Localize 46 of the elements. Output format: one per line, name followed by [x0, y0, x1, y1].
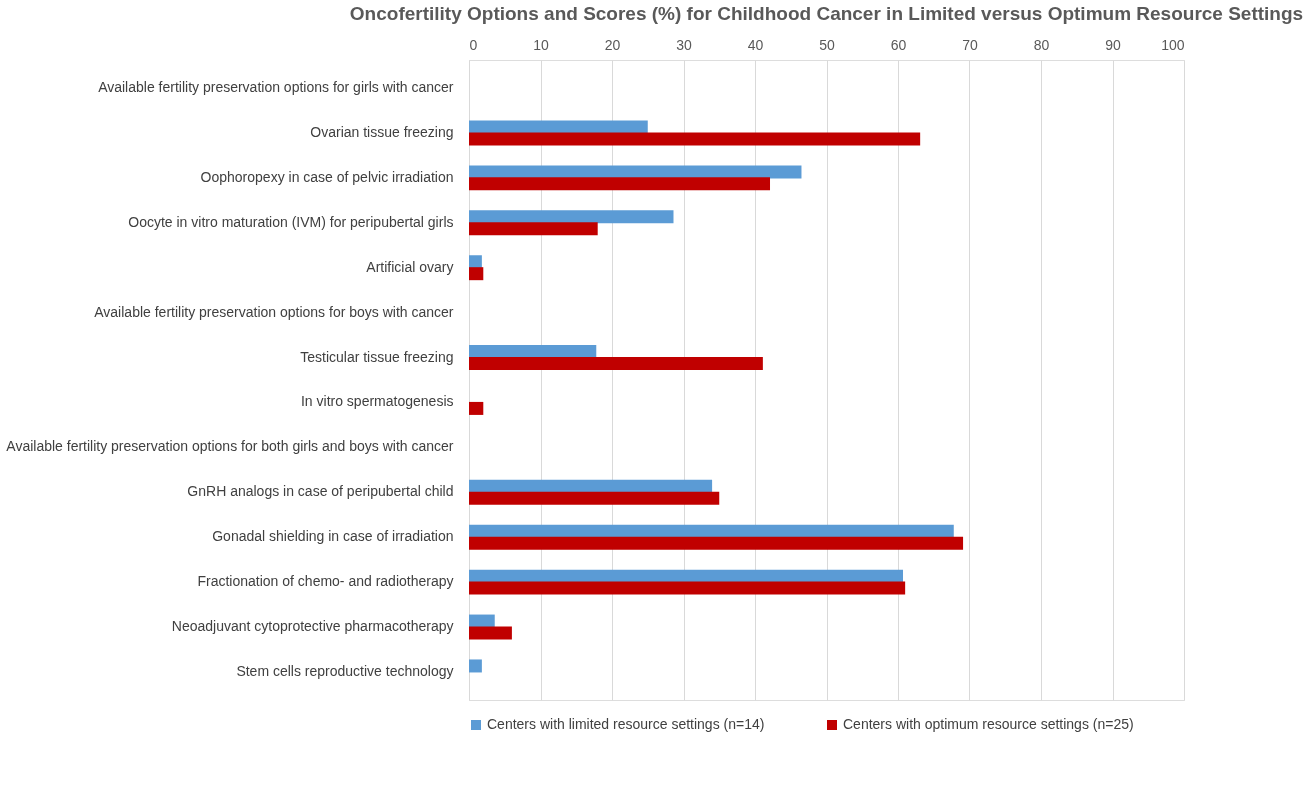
- bar: [469, 569, 904, 583]
- y-tick-label: In vitro spermatogenesis: [300, 393, 454, 410]
- bar: [469, 357, 763, 371]
- bar: [469, 165, 802, 179]
- bar: [469, 222, 598, 236]
- bar: [469, 626, 512, 640]
- bar: [469, 536, 964, 550]
- y-tick-label: Available fertility preservation options for girls with cancer: [98, 79, 454, 96]
- bar: [469, 345, 597, 359]
- x-tick-label: 50: [819, 36, 835, 53]
- bar: [469, 401, 484, 415]
- y-tick-label: Artificial ovary: [366, 258, 454, 275]
- x-tick-label: 100: [1161, 36, 1185, 53]
- x-tick-label: 60: [890, 36, 907, 53]
- x-tick-label: 0: [469, 36, 478, 53]
- legend-label: Centers with optimum resource settings (n=25): [843, 716, 1134, 732]
- bar: [469, 581, 906, 595]
- bar: [469, 659, 482, 673]
- x-tick-label: 80: [1033, 36, 1050, 53]
- y-tick-label: Gonadal shielding in case of irradiation: [212, 528, 454, 545]
- y-tick-label: Stem cells reproductive technology: [236, 662, 454, 679]
- x-tick-label: 20: [604, 36, 621, 53]
- y-tick-label: Neoadjuvant cytoprotective pharmacotherapy: [171, 618, 454, 635]
- y-tick-label: Testicular tissue freezing: [300, 348, 454, 365]
- bar: [469, 210, 674, 224]
- y-tick-label: Oophoropexy in case of pelvic irradiation: [200, 168, 454, 185]
- y-tick-label: Ovarian tissue freezing: [310, 123, 454, 140]
- chart-title: Oncofertility Options and Scores (%) for Childhood Cancer in Limited versus Optimum Resource Settings: [349, 3, 1304, 24]
- bar: [469, 267, 484, 281]
- y-tick-label: GnRH analogs in case of peripubertal child: [187, 483, 454, 500]
- legend-label: Centers with limited resource settings (n=14): [487, 716, 765, 732]
- bar: [469, 132, 921, 146]
- x-tick-label: 70: [962, 36, 978, 53]
- x-tick-label: 10: [533, 36, 549, 53]
- bar: [469, 177, 771, 191]
- x-tick-label: 40: [747, 36, 764, 53]
- x-tick-label: 90: [1105, 36, 1121, 53]
- y-tick-label: Available fertility preservation options for boys with cancer: [94, 303, 454, 320]
- x-tick-label: 30: [676, 36, 692, 53]
- bar: [469, 524, 954, 538]
- bar: [469, 479, 713, 493]
- bar: [469, 491, 720, 505]
- y-tick-label: Available fertility preservation options for both girls and boys with cancer: [6, 438, 454, 455]
- bar: [469, 255, 482, 269]
- y-tick-label: Oocyte in vitro maturation (IVM) for peripubertal girls: [128, 213, 454, 230]
- y-tick-label: Fractionation of chemo- and radiotherapy: [197, 573, 454, 590]
